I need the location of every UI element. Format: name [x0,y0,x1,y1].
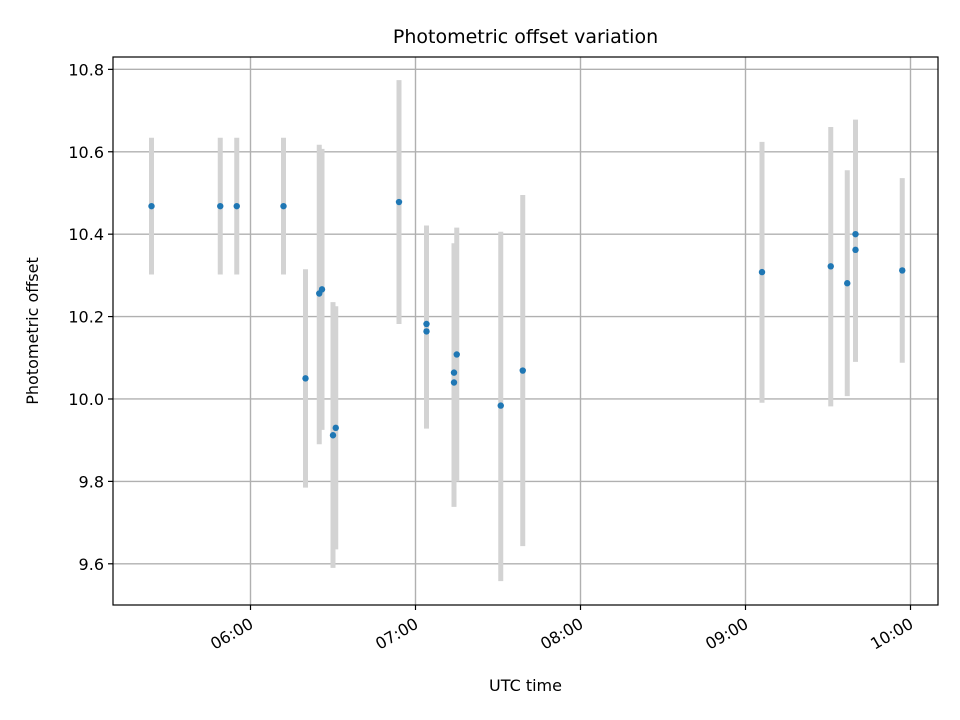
data-point [423,328,430,335]
data-point [453,351,460,358]
data-point [827,263,834,270]
data-point [233,202,240,210]
data-point [280,202,287,210]
plot-frame [112,56,939,606]
y-tick-label: 10.4 [68,225,104,244]
y-tick-label: 9.8 [79,472,104,491]
x-axis-label: UTC time [489,676,562,695]
data-point [450,369,458,376]
data-point [758,268,766,276]
data-point [148,202,155,210]
data-point [329,432,337,439]
y-tick-label: 9.6 [79,555,104,574]
y-tick-label: 10.6 [68,143,104,162]
data-point [519,367,526,374]
data-point [318,286,326,293]
y-tick-label: 10.8 [68,60,104,79]
data-point [852,230,859,238]
data-point [844,280,851,287]
gridlines [113,57,938,605]
y-axis-ticks: 9.6 9.8 10.0 10.2 10.4 10.6 10.8 [68,60,113,574]
data-point [497,402,504,409]
y-tick-label: 10.0 [68,390,104,409]
y-axis-label: Photometric offset [23,257,42,405]
data-point [450,379,458,386]
data-point [395,198,403,206]
data-point [899,267,906,274]
chart-title: Photometric offset variation [393,26,658,48]
data-point [332,424,339,432]
data-point [302,375,309,382]
y-tick-label: 10.2 [68,308,104,327]
data-point [852,246,859,254]
data-points [148,198,906,439]
data-point [217,202,224,210]
data-point [423,320,430,328]
